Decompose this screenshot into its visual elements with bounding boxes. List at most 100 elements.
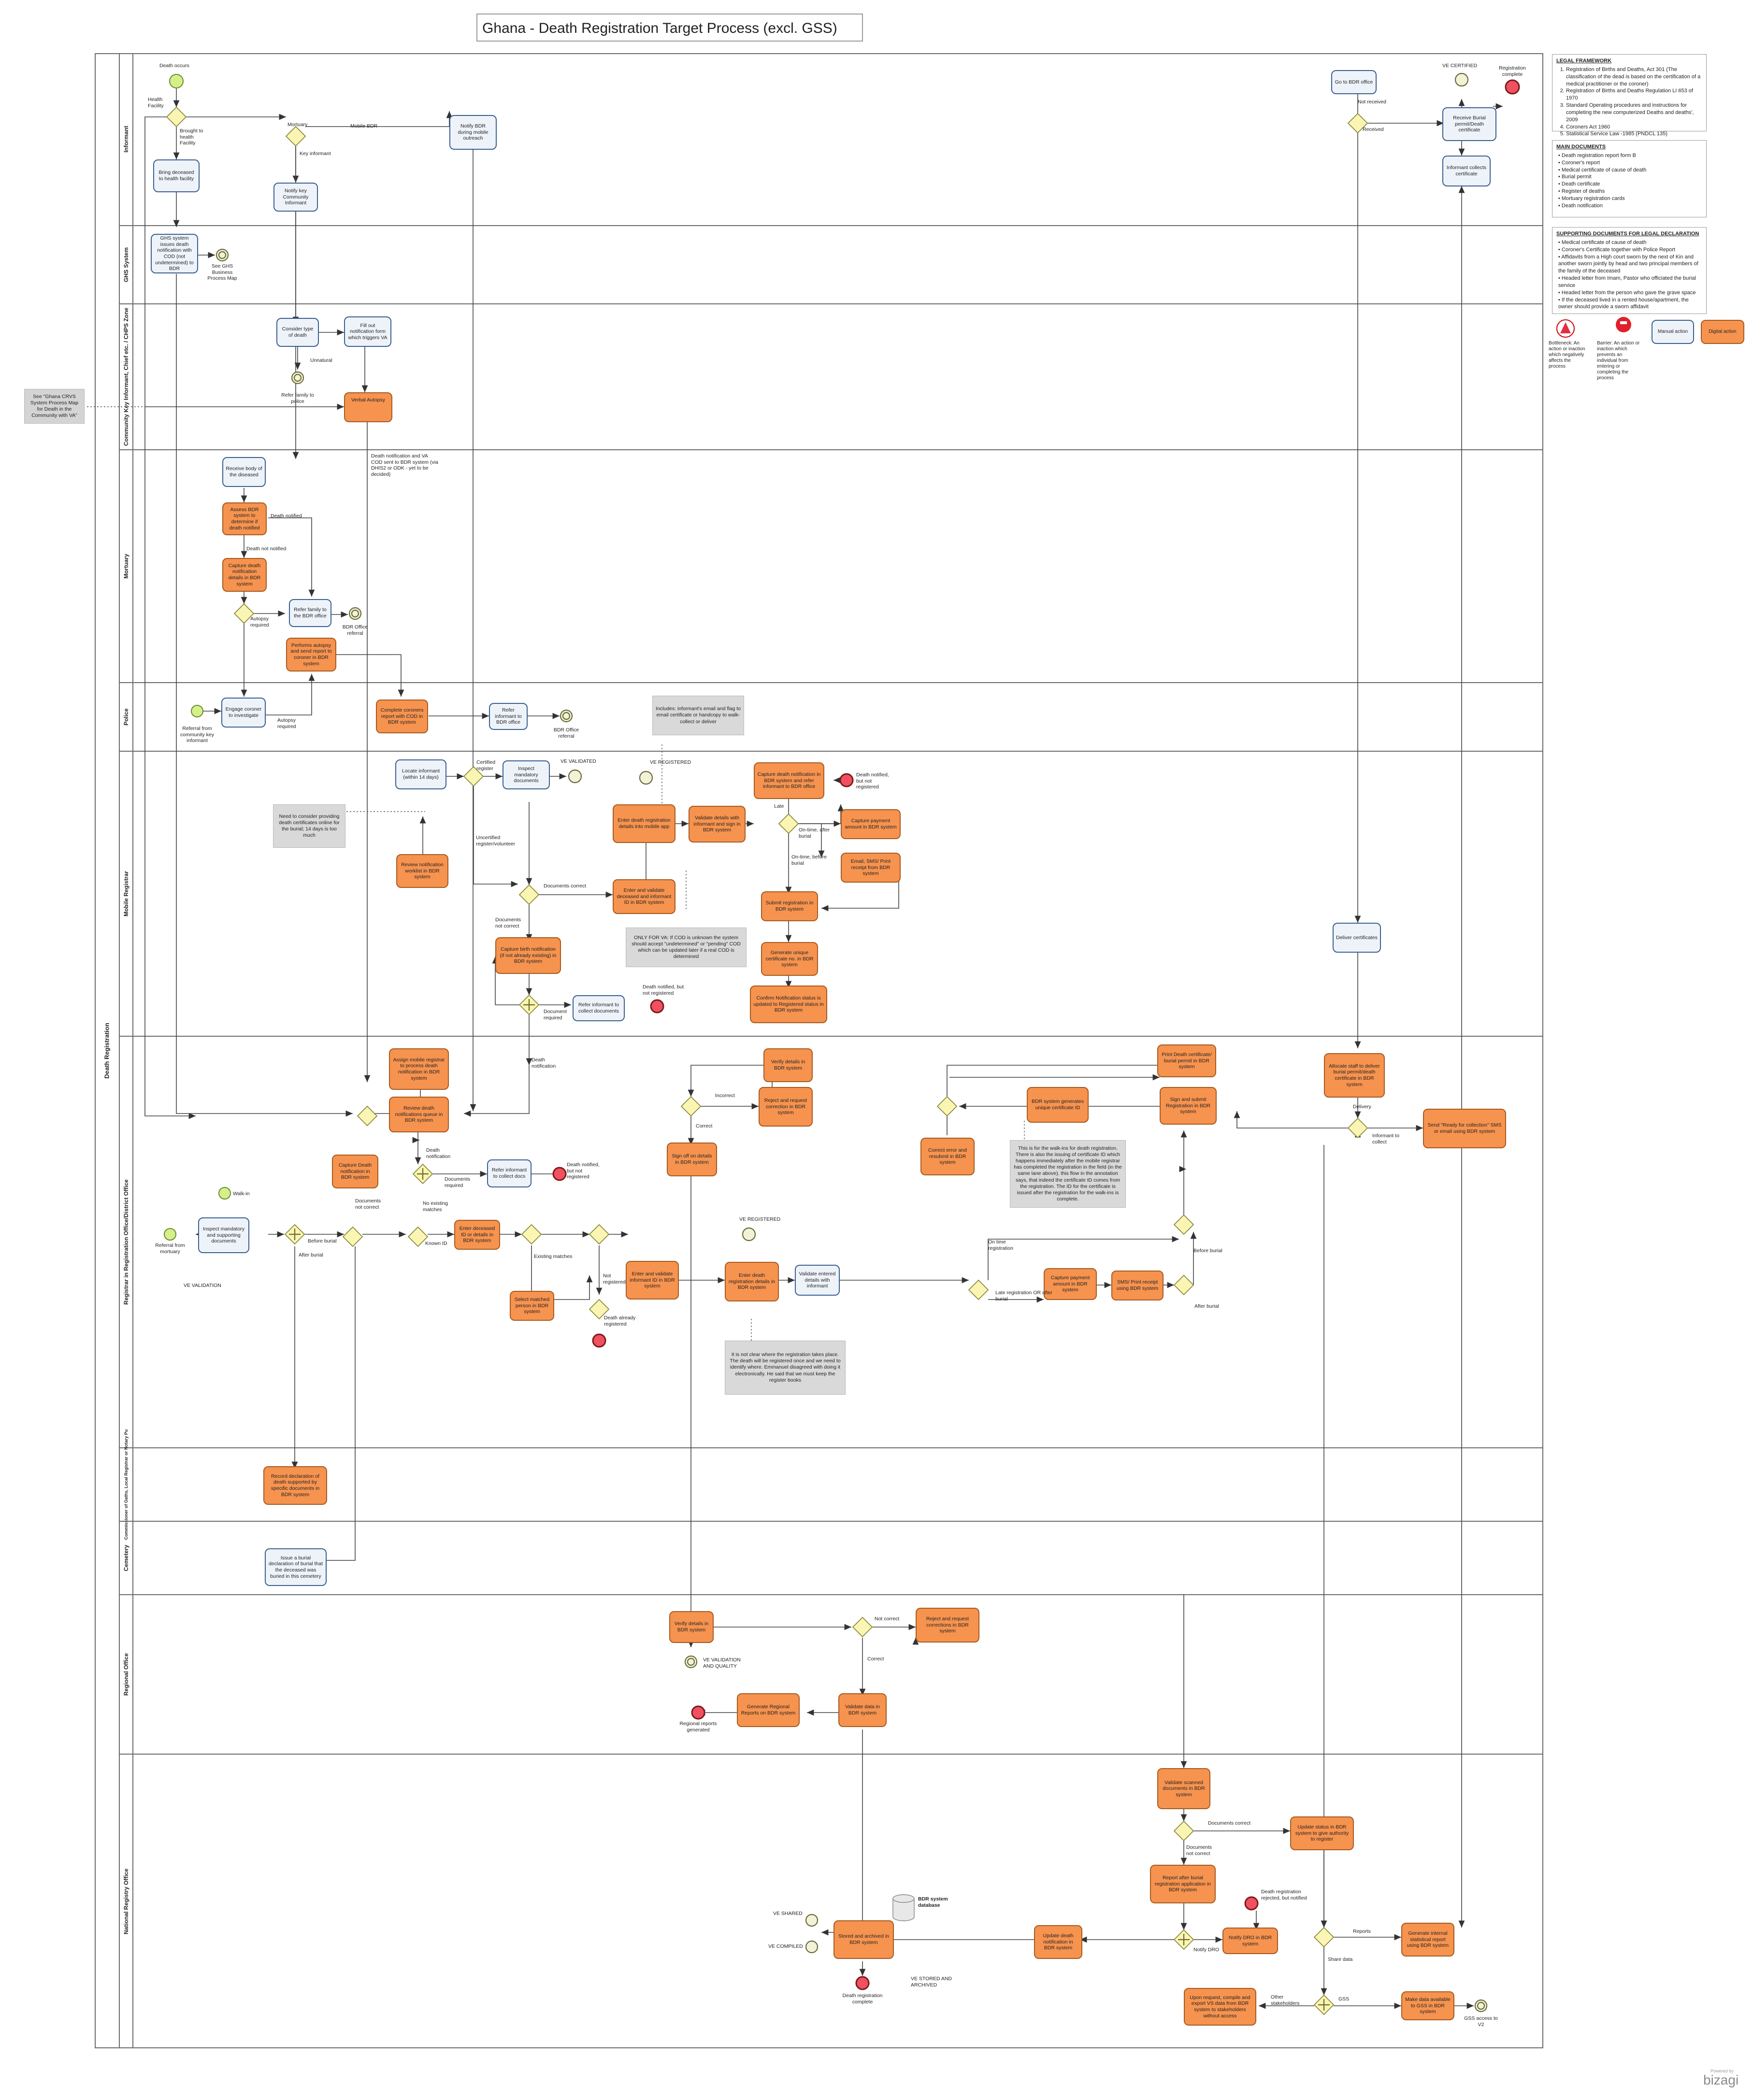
task-submit-registration-mobile[interactable]: Submit registration in BDR system (761, 891, 818, 921)
task-review-notification-queue[interactable]: Review death notifications queue in BDR … (389, 1097, 449, 1132)
gateway-merge (589, 1224, 610, 1245)
task-validate-data-regional[interactable]: Validate data in BDR system (838, 1693, 887, 1727)
task-select-matched-person[interactable]: Select matched person in BDR system (510, 1291, 554, 1321)
task-validate-scanned-docs[interactable]: Validate scanned documents in BDR system (1157, 1768, 1210, 1809)
task-notify-bdr-mobile[interactable]: Notify BDR during mobile outreach (449, 115, 497, 150)
task-bring-to-health-facility[interactable]: Bring deceased to health facility (153, 159, 200, 192)
pool (95, 53, 1543, 2048)
task-sms-print-receipt[interactable]: SMS/ Print receipt using BDR system (1111, 1271, 1164, 1300)
task-inspect-mandatory-docs[interactable]: Inspect mandatory documents (503, 760, 550, 789)
legal-item: Statistical Service Law -1985 (PNDCL 135… (1566, 130, 1702, 138)
task-allocate-staff-deliver[interactable]: Allocate staff to deliver burial permit/… (1324, 1053, 1385, 1098)
task-fill-notification-form[interactable]: Fill out notification form which trigger… (344, 316, 391, 347)
task-enter-deceased-id[interactable]: Enter deceased ID or details in BDR syst… (454, 1220, 500, 1250)
task-refer-informant-bdr-office[interactable]: Refer informant to BDR office (489, 703, 528, 730)
task-sign-submit-registration[interactable]: Sign and submit Registration in BDR syst… (1160, 1087, 1217, 1125)
label-on-time-registration: On time registration (988, 1239, 1013, 1251)
label-walk-in: Walk-in (233, 1191, 250, 1197)
task-refer-collect-docs[interactable]: Refer informant to collect docs (487, 1159, 532, 1187)
label-existing-matches: Existing matches (534, 1254, 573, 1259)
task-refer-collect-documents[interactable]: Refer informant to collect documents (573, 995, 625, 1021)
task-enter-death-registration-reg[interactable]: Enter death registration details in BDR … (725, 1262, 779, 1301)
label-uncertified: Uncertified register/volunteer (476, 835, 516, 847)
task-ghs-issues-notification[interactable]: GHS system issues death notification wit… (151, 234, 198, 273)
task-complete-coroners-report[interactable]: Complete coroners report with COD in BDR… (376, 700, 428, 733)
label-received: Received (1363, 127, 1384, 132)
task-generate-statistical-report[interactable]: Generate internal statistical report usi… (1401, 1923, 1454, 1957)
task-send-ready-sms[interactable]: Send "Ready for collection" SMS or email… (1423, 1109, 1506, 1148)
label-before-burial2: Before burial (1193, 1248, 1222, 1254)
task-capture-notification-refer[interactable]: Capture death notification in BDR system… (754, 762, 824, 799)
task-consider-type-of-death[interactable]: Consider type of death (276, 318, 319, 347)
task-compile-export-data[interactable]: Upon request, compile and export VS data… (1184, 1988, 1256, 2026)
task-informant-collects-certificate[interactable]: Informant collects certificate (1442, 156, 1491, 186)
supporting-item: • Headed letter from Imam, Pastor who of… (1558, 275, 1696, 288)
task-validate-with-informant[interactable]: Validate details with informant and sign… (689, 806, 746, 843)
gateway-join-certificate (936, 1096, 958, 1117)
task-engage-coroner[interactable]: Engage coroner to investigate (221, 698, 266, 728)
gateway-known-id (407, 1226, 429, 1247)
task-issue-burial-declaration[interactable]: Issue a burial declaration of burial tha… (265, 1548, 327, 1586)
task-enter-registration-mobile-app[interactable]: Enter death registration details into mo… (613, 804, 675, 843)
lane-registrar: Registrar in Registration Office/Distric… (120, 1036, 1543, 1447)
task-generate-regional-reports[interactable]: Generate Regional Reports on BDR system (737, 1693, 800, 1727)
task-record-declaration[interactable]: Record declaration of death supported by… (263, 1466, 327, 1505)
lane-informant: Informant (120, 53, 1543, 225)
task-performs-autopsy[interactable]: Performs autopsy and send report to coro… (286, 638, 336, 671)
task-correct-error-resubmit[interactable]: Correct error and resubmit in BDR system (920, 1138, 975, 1175)
task-reject-request-regional[interactable]: Reject and request corrections in BDR sy… (916, 1608, 979, 1643)
task-reject-request-correction[interactable]: Reject and request correction in BDR sys… (759, 1087, 813, 1127)
lane-commissioner: Commissioner of Oaths, Local Registrar o… (120, 1429, 1543, 1540)
task-assign-mobile-registrar[interactable]: Assign mobile registrar to process death… (389, 1048, 449, 1090)
start-event-death (169, 74, 184, 88)
label-mortuary: Mortuary (287, 122, 308, 128)
task-sign-off-details[interactable]: Sign off on details in BDR system (667, 1143, 717, 1176)
task-capture-death-notification-mortuary[interactable]: Capture death notification details in BD… (222, 558, 267, 592)
end-event-complete (855, 1976, 870, 1990)
task-assess-bdr-system[interactable]: Assess BDR system to determine if death … (222, 502, 267, 535)
task-enter-validate-id-mobile[interactable]: Enter and validate deceased and informan… (613, 879, 675, 914)
task-capture-death-notification-reg[interactable]: Capture Death notification in BDR system (332, 1155, 378, 1188)
task-notify-community-informant[interactable]: Notify key Community Informant (273, 183, 318, 212)
task-update-status-authority[interactable]: Update status in BDR system to give auth… (1290, 1816, 1354, 1850)
task-capture-payment-reg[interactable]: Capture payment amount in BDR system (1044, 1268, 1097, 1300)
task-validate-entered-details[interactable]: Validate entered details with informant (795, 1265, 840, 1296)
start-event-referral-community (191, 705, 203, 717)
task-review-notification-worklist[interactable]: Review notification worklist in BDR syst… (396, 854, 448, 888)
main-doc-item: • Death certificate (1558, 181, 1600, 187)
label-ve-validated: VE VALIDATED (560, 758, 596, 764)
task-enter-informant-id[interactable]: Enter and validate informant ID in BDR s… (626, 1261, 679, 1300)
task-notify-dro[interactable]: Notify DRO in BDR system (1222, 1928, 1278, 1954)
main-doc-item: • Medical certificate of cause of death (1558, 167, 1647, 173)
task-receive-body[interactable]: Receive body of the diseased (222, 457, 266, 487)
task-capture-payment-mobile[interactable]: Capture payment amount in BDR system (841, 809, 901, 839)
task-update-death-notification[interactable]: Update death notification in BDR system (1034, 1925, 1082, 1959)
task-generate-certificate-id[interactable]: BDR system generates unique certificate … (1027, 1087, 1089, 1123)
task-email-sms-receipt[interactable]: Email, SMS/ Print receipt from BDR syste… (841, 853, 901, 883)
gateway-reports (1313, 1927, 1335, 1948)
task-receive-burial-permit[interactable]: Receive Burial permit/Death certificate (1442, 107, 1496, 141)
task-verify-details-regional[interactable]: Verify details in BDR system (669, 1611, 714, 1643)
note-online-certificate: Need to consider providing death certifi… (273, 804, 345, 848)
task-go-to-bdr-office[interactable]: Go to BDR office (1331, 70, 1377, 94)
task-refer-family-bdr[interactable]: Refer family to the BDR office (289, 599, 331, 627)
task-deliver-certificates[interactable]: Deliver certificates (1333, 923, 1381, 953)
label-late-registration: Late registration OR after burial (995, 1290, 1052, 1302)
task-confirm-registered-status[interactable]: Confirm Notification status is updated t… (750, 986, 827, 1023)
task-capture-birth-notification[interactable]: Capture birth notification (if not alrea… (495, 937, 561, 974)
lane-regional: Regional Office (120, 1594, 1543, 1754)
task-stored-archived[interactable]: Stored and archived in BDR system (833, 1920, 894, 1959)
task-locate-informant[interactable]: Locate informant (within 14 days) (395, 759, 446, 789)
task-verbal-autopsy[interactable]: Verbal Autopsy (344, 392, 392, 422)
task-verify-details-reg[interactable]: Verify details in BDR system (763, 1048, 813, 1082)
task-generate-certificate-no[interactable]: Generate unique certificate no. in BDR s… (761, 942, 818, 976)
gateway-docs-reg (342, 1226, 363, 1247)
gateway-after-burial (1173, 1274, 1194, 1296)
task-inspect-supporting-docs[interactable]: Inspect mandatory and supporting documen… (198, 1217, 249, 1253)
task-print-death-certificate[interactable]: Print Death certificate/ burial permit i… (1157, 1044, 1216, 1077)
task-make-data-available-gss[interactable]: Make data available to GSS in BDR system (1401, 1991, 1454, 2020)
legal-item: Registration of Births and Deaths, Act 3… (1566, 66, 1702, 88)
note-registration-place: It is not clear where the registration t… (725, 1341, 846, 1395)
task-report-after-burial[interactable]: Report after burial registration applica… (1150, 1865, 1216, 1903)
legal-item: Coroners Act 1960 (1566, 124, 1702, 131)
